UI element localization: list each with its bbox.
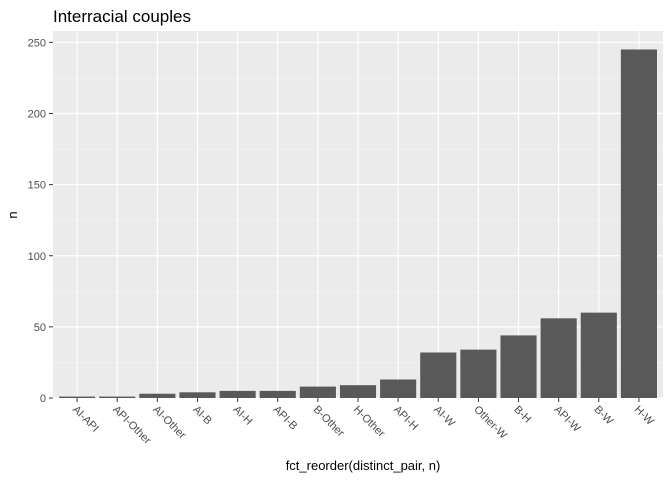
y-axis-title: n bbox=[5, 211, 20, 218]
y-tick-label: 200 bbox=[28, 109, 46, 121]
x-tick-label: H-Other bbox=[351, 404, 387, 440]
bar-api-w bbox=[540, 318, 577, 398]
x-tick-label: API-W bbox=[552, 404, 583, 435]
x-tick-label: AI-H bbox=[230, 404, 254, 428]
x-axis-title: fct_reorder(distinct_pair, n) bbox=[286, 458, 441, 473]
bar-b-other bbox=[299, 386, 336, 398]
bar-h-other bbox=[339, 385, 377, 398]
bar-h-w bbox=[620, 49, 657, 398]
x-tick-label: Other-W bbox=[471, 404, 509, 442]
x-tick-label: H-W bbox=[632, 404, 656, 428]
x-tick-label: API-B bbox=[271, 404, 300, 433]
y-tick-label: 150 bbox=[28, 180, 46, 192]
bar-ai-api bbox=[59, 396, 96, 398]
bars bbox=[59, 49, 657, 398]
x-tick-label: B-H bbox=[511, 404, 533, 426]
x-tick-label: AI-API bbox=[70, 404, 101, 435]
x-tick-label: B-W bbox=[592, 404, 616, 428]
bar-ai-b bbox=[179, 392, 216, 398]
bar-other-w bbox=[460, 349, 497, 398]
bar-b-w bbox=[580, 312, 617, 398]
x-tick-label: AI-B bbox=[190, 404, 214, 428]
y-tick-label: 100 bbox=[28, 251, 46, 263]
bar-b-h bbox=[500, 335, 537, 398]
bar-ai-h bbox=[219, 390, 256, 398]
x-tick-label: API-Other bbox=[110, 404, 153, 447]
y-axis: 0 50 100 150 200 250 bbox=[28, 37, 53, 405]
x-tick-label: AI-Other bbox=[150, 404, 188, 442]
x-tick-label: API-H bbox=[391, 404, 420, 433]
bar-api-b bbox=[259, 390, 296, 398]
bar-ai-w bbox=[420, 352, 457, 398]
y-tick-label: 50 bbox=[34, 322, 46, 334]
bar-api-other bbox=[99, 396, 136, 398]
chart-title: Interracial couples bbox=[53, 7, 191, 26]
bar-api-h bbox=[380, 379, 417, 398]
y-tick-label: 0 bbox=[40, 393, 46, 405]
bar-ai-other bbox=[139, 393, 176, 398]
y-tick-label: 250 bbox=[28, 37, 46, 49]
x-tick-label: AI-W bbox=[431, 404, 457, 430]
x-tick-label: B-Other bbox=[311, 404, 347, 440]
